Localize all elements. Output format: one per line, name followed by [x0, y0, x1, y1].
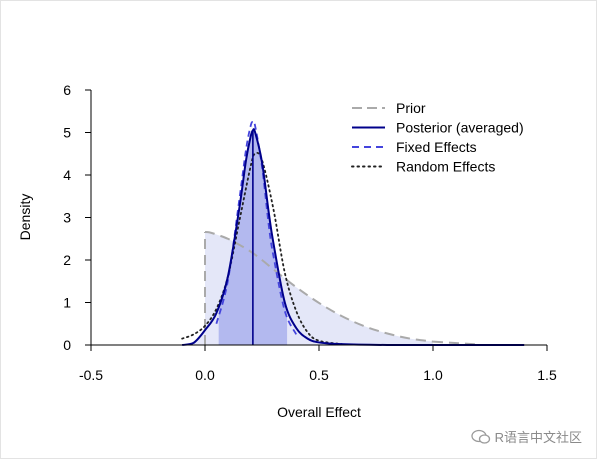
legend-label: Random Effects: [396, 159, 495, 175]
x-axis-ticks: -0.5 0.0 0.5 1.0 1.5: [79, 345, 557, 383]
x-tick-label: 0.0: [195, 367, 215, 383]
x-tick-label: 0.5: [309, 367, 329, 383]
y-axis-ticks: 0 1 2 3 4 5 6: [63, 82, 91, 353]
legend-label: Fixed Effects: [396, 139, 477, 155]
y-tick-label: 2: [63, 252, 71, 268]
legend-label: Posterior (averaged): [396, 120, 524, 136]
watermark-text: R语言中文社区: [494, 430, 582, 445]
x-tick-label: 1.5: [537, 367, 557, 383]
y-tick-label: 1: [63, 295, 71, 311]
density-lines: [181, 120, 525, 347]
wechat-icon: [470, 429, 490, 444]
y-tick-label: 3: [63, 210, 71, 226]
y-axis-label: Density: [17, 194, 33, 241]
random-effects-line: [181, 151, 343, 346]
x-tick-label: 1.0: [423, 367, 443, 383]
posterior-line: [182, 128, 525, 347]
watermark: R语言中文社区: [470, 427, 582, 446]
y-tick-label: 6: [63, 82, 71, 98]
fixed-effects-line: [215, 120, 298, 335]
x-tick-label: -0.5: [79, 367, 103, 383]
y-tick-label: 0: [63, 337, 71, 353]
legend-label: Prior: [396, 100, 426, 116]
x-axis-label: Overall Effect: [277, 404, 361, 420]
y-tick-label: 4: [63, 167, 71, 183]
legend: Prior Posterior (averaged) Fixed Effects Ra…: [351, 100, 524, 175]
y-tick-label: 5: [63, 125, 71, 141]
